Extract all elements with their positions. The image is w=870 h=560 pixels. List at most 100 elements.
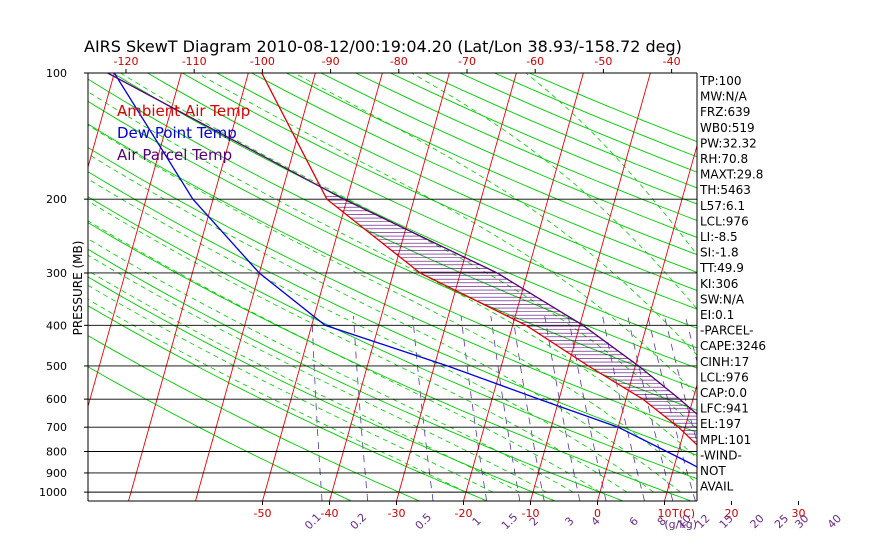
dry-adiabat (88, 123, 697, 411)
dry-adiabat (88, 276, 556, 501)
index-label: SI:-1.8 (700, 246, 739, 260)
bottom-temp-tick-label: -40 (321, 507, 339, 520)
mixing-ratio-line (567, 315, 607, 501)
moist-adiabat (197, 73, 697, 396)
series-dew-point-temp (113, 73, 697, 468)
index-label: CAP:0.0 (700, 386, 747, 400)
moist-adiabat (88, 178, 654, 493)
dry-adiabat (147, 73, 697, 329)
dry-adiabat (216, 73, 697, 291)
top-temp-tick-label: -60 (526, 55, 544, 68)
isotherm (530, 73, 651, 501)
top-temp-tick-label: -110 (182, 55, 207, 68)
mixing-ratio-line (544, 315, 581, 501)
moist-adiabat (88, 270, 520, 493)
moist-adiabat (88, 153, 681, 493)
dry-adiabat (88, 100, 697, 390)
bottom-temp-tick-label: -10 (522, 507, 540, 520)
bottom-temp-tick-label: -20 (455, 507, 473, 520)
mixing-ratio-line (664, 315, 697, 444)
mixing-ratio-tick-label: 25 (772, 512, 791, 531)
index-label: EL:197 (700, 417, 741, 431)
moist-adiabat (88, 91, 697, 459)
isotherm (195, 73, 316, 501)
series-air-parcel-temp (107, 73, 697, 416)
mixing-ratio-tick-label: 3 (562, 514, 576, 528)
moist-adiabat (88, 124, 697, 484)
bottom-temp-tick-label: -50 (254, 507, 272, 520)
mixing-ratio-line (512, 315, 545, 501)
index-label: -PARCEL- (700, 324, 754, 338)
index-label: RH:70.8 (700, 152, 748, 166)
pressure-tick-label: 1000 (39, 486, 67, 499)
dry-adiabat (88, 171, 697, 456)
dry-adiabat (355, 73, 697, 221)
index-label: PW:32.32 (700, 136, 757, 150)
sounding-profiles (107, 73, 697, 468)
isotherm (88, 73, 182, 409)
cape-hatching (325, 196, 697, 446)
index-label: TH:5463 (699, 183, 751, 197)
top-temp-tick-label: -70 (458, 55, 476, 68)
mixing-ratio-line (490, 315, 521, 501)
isotherm (0, 73, 47, 501)
legend-entry: Air Parcel Temp (117, 146, 232, 164)
bottom-temp-tick-label: 20 (725, 507, 739, 520)
moist-adiabat (88, 284, 493, 493)
dry-adiabat (88, 335, 420, 501)
dry-adiabat (88, 305, 488, 501)
isotherm (463, 73, 584, 501)
index-label: LI:-8.5 (700, 230, 738, 244)
index-label: MPL:101 (700, 433, 751, 447)
dry-adiabat (88, 366, 352, 501)
mixing-ratio-line (353, 315, 369, 501)
isotherm (396, 73, 517, 501)
bottom-temp-tick-label: 30 (792, 507, 806, 520)
index-label: LFC:941 (700, 402, 749, 416)
top-temp-tick-label: -40 (663, 55, 681, 68)
index-label: LCL:976 (700, 214, 749, 228)
moist-adiabat (88, 220, 601, 493)
plot-grid (0, 73, 870, 501)
legend-entry: Ambient Air Temp (117, 102, 250, 120)
top-temp-tick-label: -100 (250, 55, 275, 68)
bottom-temp-tick-label: 0 (594, 507, 601, 520)
mixing-ratio-line (311, 315, 323, 501)
legend-entry: Dew Point Temp (117, 124, 237, 142)
series-ambient-air-temp (261, 73, 697, 446)
mixing-ratio-unit: (g/kg) (664, 518, 697, 531)
mixing-ratio-tick-label: 40 (825, 512, 844, 531)
legend: Ambient Air Temp Dew Point Temp Air Parcel… (117, 102, 250, 164)
dry-adiabat (88, 222, 692, 501)
pressure-tick-label: 500 (46, 360, 67, 373)
pressure-tick-label: 700 (46, 421, 67, 434)
bottom-temp-unit: T(C) (671, 507, 695, 520)
isotherm (262, 73, 383, 501)
index-label: WB0:519 (700, 121, 755, 135)
dry-adiabat (88, 196, 697, 480)
mixing-ratio-tick-label: 0.2 (348, 511, 370, 533)
isotherm (799, 73, 870, 501)
mixing-ratio-line (781, 316, 846, 501)
isotherm (866, 73, 870, 501)
index-label: MW:N/A (700, 90, 748, 104)
dry-adiabat (181, 73, 697, 310)
isotherm (88, 73, 115, 169)
index-label: EI:0.1 (700, 308, 734, 322)
index-label: FRZ:639 (700, 105, 750, 119)
index-label: NOT (700, 464, 726, 478)
mixing-ratio-tick-label: 6 (627, 514, 641, 528)
isotherm (664, 383, 697, 501)
mixing-ratio-tick-label: 1 (470, 514, 484, 528)
index-label: L57:6.1 (700, 199, 745, 213)
mixing-ratio-line (412, 315, 434, 501)
mixing-ratio-tick-label: 0.5 (413, 511, 435, 533)
index-label: MAXT:29.8 (700, 168, 763, 182)
pressure-tick-label: 100 (46, 67, 67, 80)
dry-adiabat (88, 147, 697, 433)
mixing-ratio-tick-label: 1.5 (499, 511, 521, 533)
pressure-tick-label: 400 (46, 319, 67, 332)
index-label: AVAIL (700, 480, 734, 494)
